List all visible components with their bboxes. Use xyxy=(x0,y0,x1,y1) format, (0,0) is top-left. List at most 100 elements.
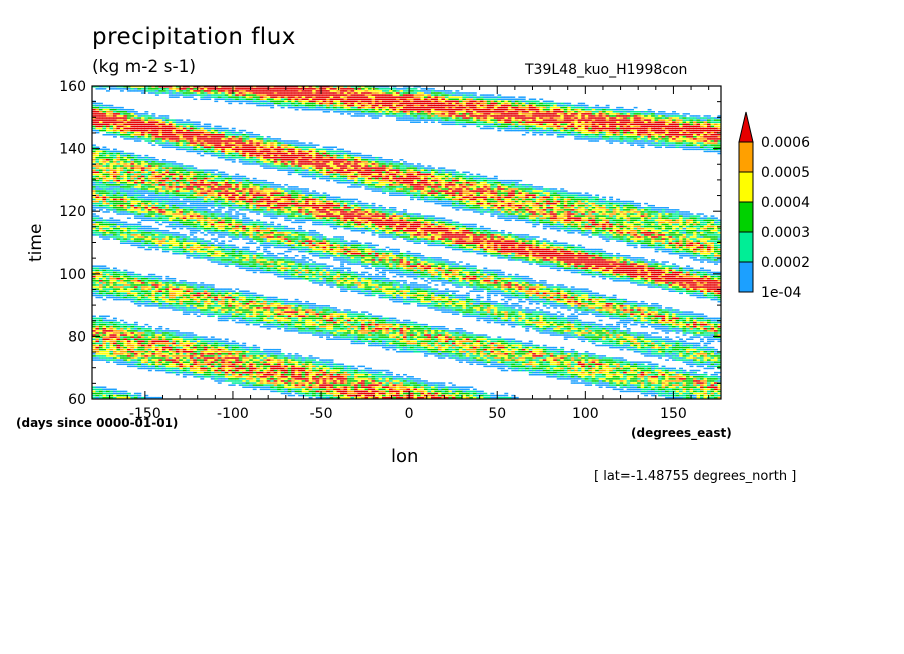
heatmap-cell xyxy=(252,363,257,366)
heatmap-cell xyxy=(458,311,463,313)
heatmap-cell xyxy=(577,359,582,361)
heatmap-cell xyxy=(123,361,128,363)
heatmap-cell xyxy=(434,390,439,393)
heatmap-cell xyxy=(154,355,159,357)
heatmap-cell xyxy=(486,357,491,359)
heatmap-cell xyxy=(259,317,264,320)
heatmap-cell xyxy=(315,311,320,313)
heatmap-cell xyxy=(675,380,680,382)
heatmap-cell xyxy=(518,357,523,359)
heatmap-cell xyxy=(595,371,600,374)
heatmap-cell xyxy=(437,334,442,336)
heatmap-cell xyxy=(707,353,711,355)
heatmap-cell xyxy=(577,378,582,380)
heatmap-cell xyxy=(165,353,170,355)
heatmap-cell xyxy=(301,384,306,386)
heatmap-cell xyxy=(308,355,313,357)
heatmap-cell xyxy=(259,371,264,374)
heatmap-cell xyxy=(654,336,659,338)
heatmap-cell xyxy=(700,361,704,363)
heatmap-cell xyxy=(333,380,338,382)
heatmap-cell xyxy=(245,359,250,361)
heatmap-cell xyxy=(654,369,659,372)
heatmap-cell xyxy=(644,344,649,347)
heatmap-cell xyxy=(581,367,586,370)
heatmap-cell xyxy=(619,369,624,372)
heatmap-cell xyxy=(714,382,718,384)
heatmap-cell xyxy=(707,357,711,359)
heatmap-cell xyxy=(469,334,474,336)
heatmap-cell xyxy=(686,321,690,324)
heatmap-cell xyxy=(420,351,425,353)
heatmap-cell xyxy=(252,361,257,363)
heatmap-cell xyxy=(92,317,96,320)
heatmap-cell xyxy=(654,328,659,330)
heatmap-cell xyxy=(700,380,704,382)
heatmap-cell xyxy=(479,348,484,351)
heatmap-cell xyxy=(539,361,544,363)
heatmap-cell xyxy=(319,380,324,382)
heatmap-cell xyxy=(668,390,673,393)
heatmap-cell xyxy=(595,344,600,347)
heatmap-cell xyxy=(186,371,191,374)
heatmap-cell xyxy=(717,321,722,324)
heatmap-cell xyxy=(563,357,568,359)
heatmap-cell xyxy=(679,392,683,395)
heatmap-cell xyxy=(588,321,593,324)
heatmap-cell xyxy=(126,396,131,399)
heatmap-cell xyxy=(532,325,537,328)
heatmap-cell xyxy=(700,351,704,353)
heatmap-cell xyxy=(413,386,418,388)
heatmap-cell xyxy=(430,382,435,384)
heatmap-cell xyxy=(123,353,128,355)
heatmap-cell xyxy=(207,367,212,370)
heatmap-cell xyxy=(521,348,526,351)
heatmap-cell xyxy=(319,378,324,380)
heatmap-cell xyxy=(532,351,537,353)
heatmap-cell xyxy=(333,311,338,313)
heatmap-cell xyxy=(172,361,177,363)
heatmap-cell xyxy=(700,390,704,393)
heatmap-cell xyxy=(546,348,551,351)
heatmap-cell xyxy=(403,388,407,391)
heatmap-cell xyxy=(371,321,376,324)
heatmap-cell xyxy=(413,342,418,345)
heatmap-cell xyxy=(126,340,131,343)
heatmap-cell xyxy=(158,325,163,328)
heatmap-cell xyxy=(619,311,624,313)
heatmap-cell xyxy=(326,313,331,315)
heatmap-cell xyxy=(389,371,393,374)
heatmap-cell xyxy=(308,396,313,399)
heatmap-cell xyxy=(542,359,547,361)
heatmap-cell xyxy=(368,317,372,320)
heatmap-cell xyxy=(273,382,278,384)
heatmap-cell xyxy=(147,338,152,340)
heatmap-cell xyxy=(200,365,205,368)
heatmap-cell xyxy=(423,386,428,388)
heatmap-cell xyxy=(266,311,271,313)
heatmap-cell xyxy=(217,378,222,380)
heatmap-cell xyxy=(235,344,240,347)
heatmap-cell xyxy=(238,351,243,353)
heatmap-cell xyxy=(696,373,701,376)
heatmap-cell xyxy=(693,380,697,382)
heatmap-cell xyxy=(224,342,229,345)
heatmap-cell xyxy=(707,378,711,380)
heatmap-cell xyxy=(312,388,317,391)
heatmap-cell xyxy=(500,359,505,361)
heatmap-cell xyxy=(637,378,642,380)
heatmap-cell xyxy=(294,355,299,357)
heatmap-cell xyxy=(350,323,355,326)
heatmap-cell xyxy=(109,396,114,399)
heatmap-cell xyxy=(280,384,285,386)
heatmap-cell xyxy=(483,344,488,347)
heatmap-cell xyxy=(343,325,348,328)
heatmap-cell xyxy=(640,390,645,393)
heatmap-cell xyxy=(602,380,607,382)
heatmap-cell xyxy=(455,394,460,397)
heatmap-cell xyxy=(668,330,673,332)
heatmap-cell xyxy=(165,359,170,361)
heatmap-cell xyxy=(668,342,673,345)
heatmap-cell xyxy=(486,317,491,320)
heatmap-cell xyxy=(679,340,683,343)
